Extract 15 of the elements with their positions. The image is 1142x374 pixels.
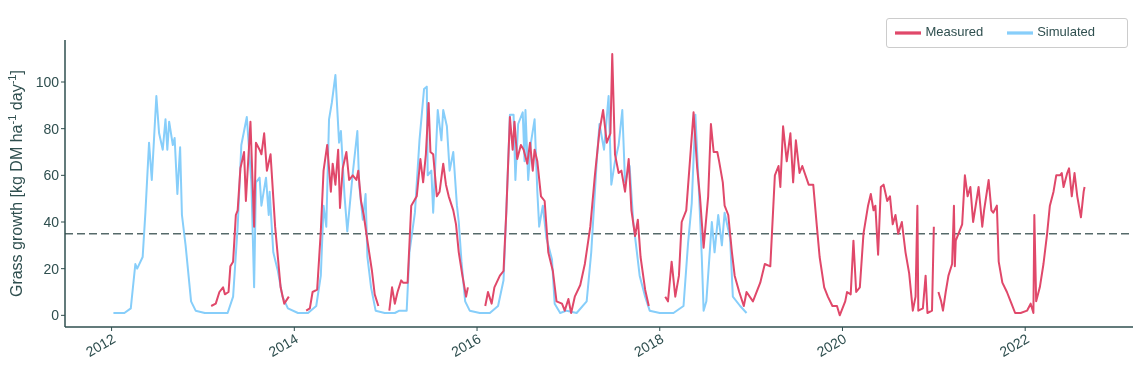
- y-tick-label: 0: [51, 307, 60, 324]
- y-tick-label: 80: [43, 120, 60, 137]
- x-tick-label: 2014: [265, 330, 301, 360]
- x-tick-label: 2022: [996, 330, 1032, 360]
- line-series: [112, 74, 748, 314]
- x-tick-label: 2020: [813, 330, 850, 360]
- x-tick-label: 2018: [631, 330, 667, 360]
- x-tick-label: 2012: [83, 330, 119, 360]
- x-tick-label: 2016: [448, 330, 484, 360]
- legend-label: Simulated: [1037, 24, 1095, 40]
- y-tick-label: 40: [43, 213, 60, 230]
- y-tick-label: 20: [43, 260, 60, 277]
- y-tick-label: 100: [35, 73, 60, 90]
- y-tick-label: 60: [43, 167, 60, 184]
- legend-label: Measured: [925, 24, 984, 40]
